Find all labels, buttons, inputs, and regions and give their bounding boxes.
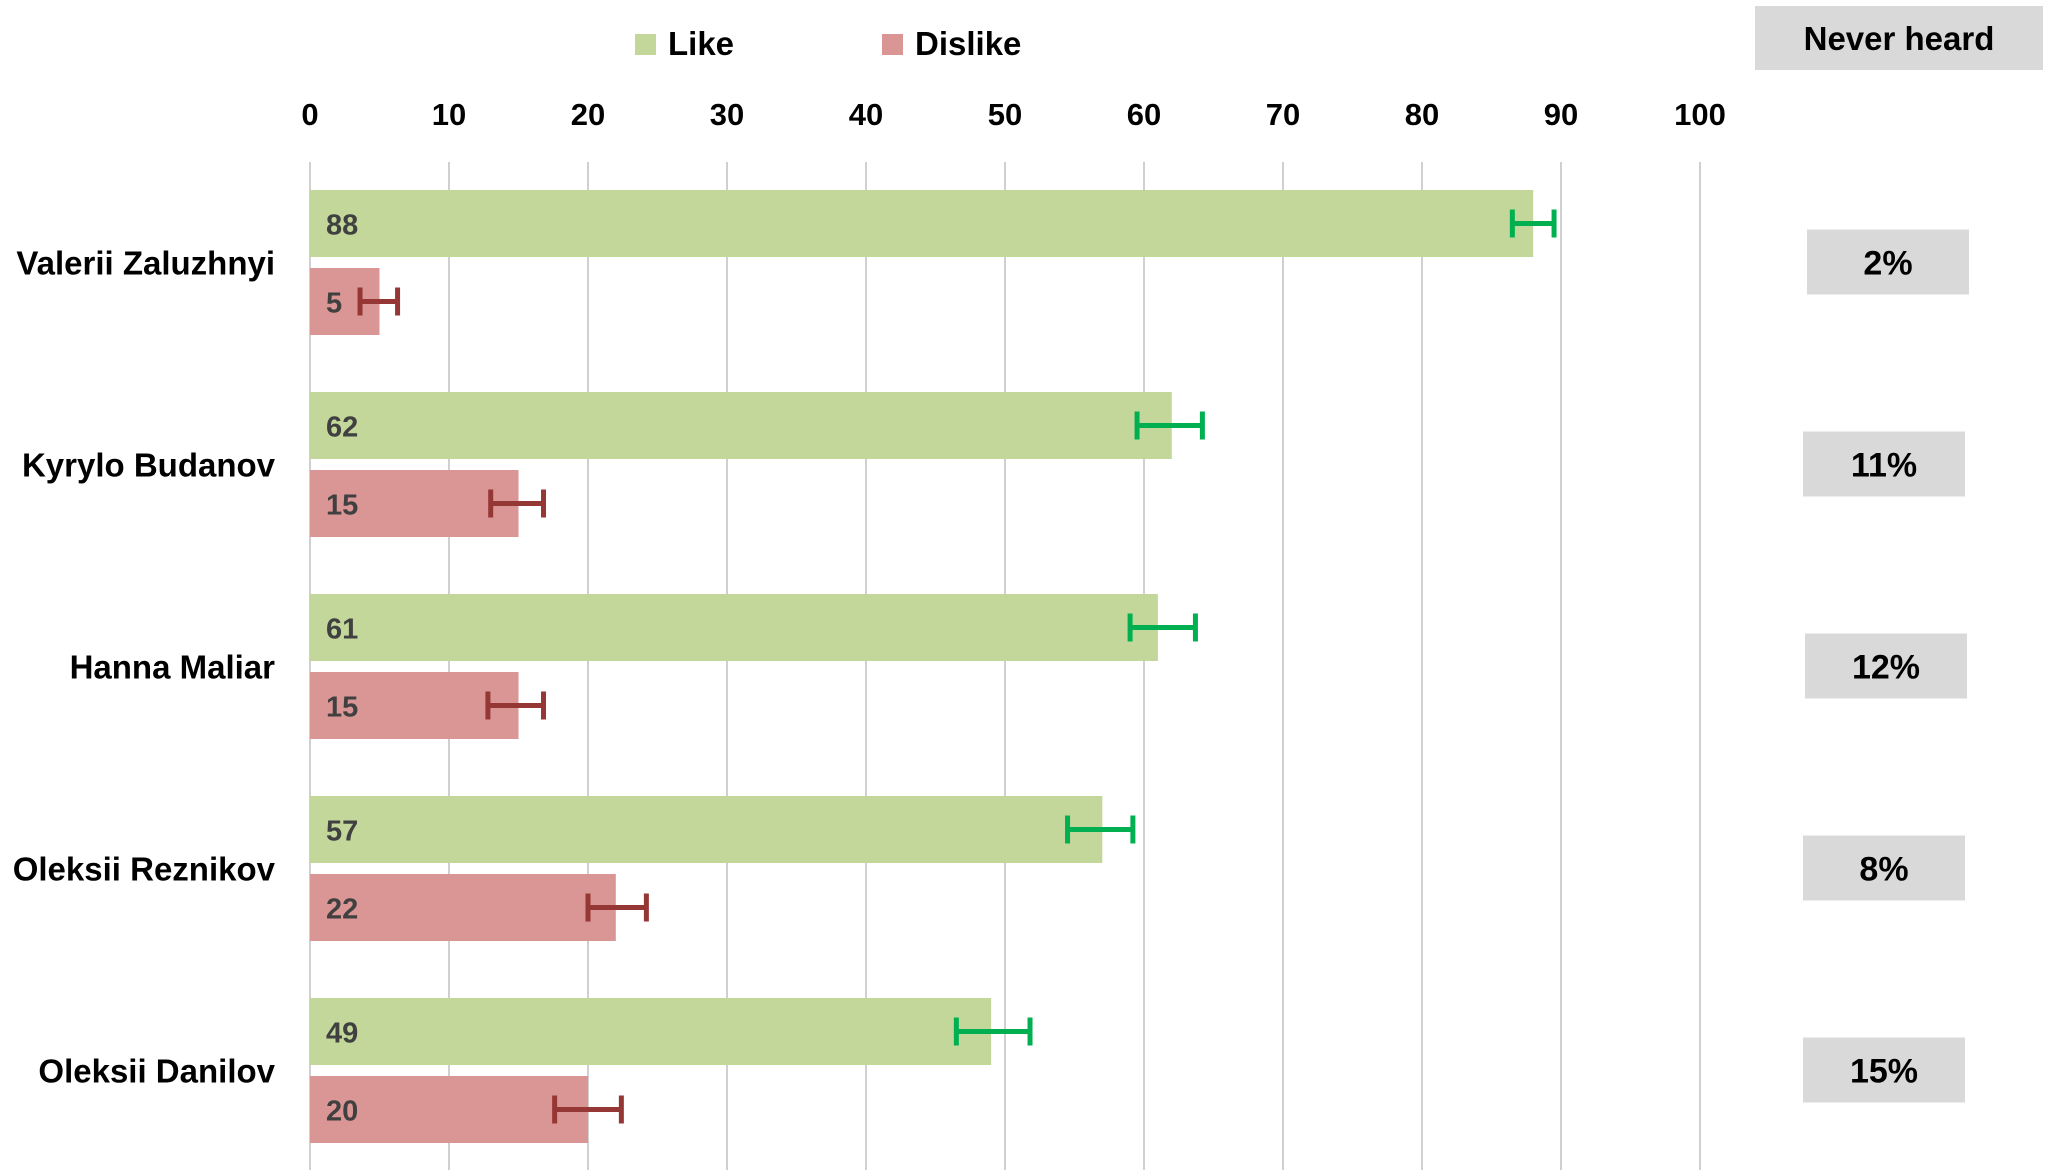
x-tick-label: 70 [1266,97,1300,132]
x-tick-label: 0 [301,97,318,132]
never-heard-value: 11% [1851,447,1917,485]
x-tick-label: 90 [1544,97,1578,132]
data-label-dislike: 5 [326,288,342,320]
category-label: Kyrylo Budanov [22,447,276,484]
data-label-dislike: 15 [326,490,358,522]
x-tick-label: 30 [710,97,744,132]
legend-swatch-like [635,34,656,55]
never-heard-value: 12% [1852,649,1920,687]
category-label: Oleksii Danilov [38,1053,275,1090]
x-tick-label: 50 [988,97,1022,132]
never-heard-header: Never heard [1804,20,1995,57]
never-heard-value: 2% [1863,245,1912,283]
bar-dislike [310,470,519,537]
x-tick-label: 100 [1674,97,1726,132]
bar-like [310,392,1172,459]
category-label: Hanna Maliar [70,649,276,686]
never-heard-box [1803,1037,1965,1103]
x-tick-label: 40 [849,97,883,132]
never-heard-box [1805,633,1967,699]
data-label-like: 61 [326,614,358,646]
x-tick-label: 80 [1405,97,1439,132]
data-label-dislike: 15 [326,692,358,724]
never-heard-box [1803,835,1965,901]
bar-dislike [310,1076,588,1143]
never-heard-box [1803,431,1965,497]
data-label-dislike: 22 [326,894,358,926]
x-tick-label: 10 [432,97,466,132]
never-heard-value: 8% [1859,851,1908,889]
data-label-like: 62 [326,412,358,444]
legend-label-like: Like [668,25,734,62]
category-label: Valerii Zaluzhnyi [16,245,275,282]
data-label-like: 57 [326,816,358,848]
bar-dislike [310,672,519,739]
never-heard-header-box [1755,6,2043,70]
data-label-like: 49 [326,1018,358,1050]
legend-label-dislike: Dislike [915,25,1021,62]
data-label-like: 88 [326,210,358,242]
bar-like [310,190,1534,257]
x-tick-label: 60 [1127,97,1161,132]
bar-like [310,796,1103,863]
legend-swatch-dislike [882,34,903,55]
category-label: Oleksii Reznikov [13,851,276,888]
bar-like [310,594,1158,661]
never-heard-box [1807,229,1969,295]
never-heard-value: 15% [1850,1053,1918,1091]
bar-dislike [310,874,616,941]
data-label-dislike: 20 [326,1096,358,1128]
x-tick-label: 20 [571,97,605,132]
bar-like [310,998,992,1065]
